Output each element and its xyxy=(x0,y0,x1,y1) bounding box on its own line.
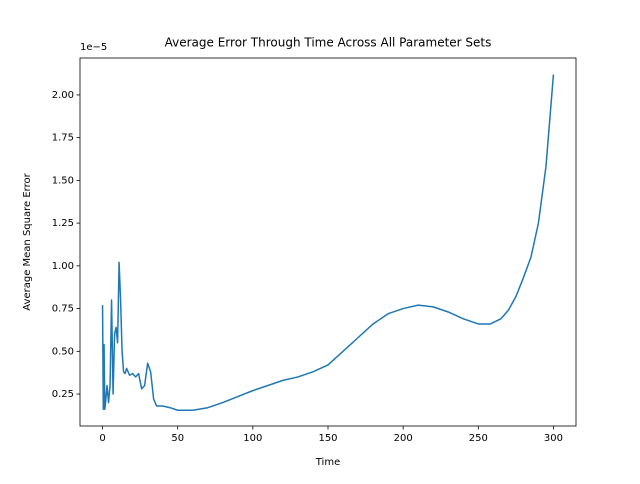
y-tick-label: 2.00 xyxy=(52,90,74,101)
y-tick-label: 1.50 xyxy=(52,175,74,186)
x-tick-label: 200 xyxy=(394,433,413,444)
x-tick-label: 0 xyxy=(99,433,105,444)
plot-frame xyxy=(79,57,577,427)
y-offset-label: 1e−5 xyxy=(80,42,107,53)
y-axis-label: Average Mean Square Error xyxy=(22,172,33,310)
y-tick-label: 0.50 xyxy=(52,346,74,357)
y-tick-label: 1.75 xyxy=(52,133,74,144)
chart-title: Average Error Through Time Across All Pa… xyxy=(165,36,492,50)
y-tick-label: 1.00 xyxy=(52,261,74,272)
y-tick-label: 0.25 xyxy=(52,389,74,400)
x-tick-label: 50 xyxy=(171,433,184,444)
x-axis-label: Time xyxy=(315,457,340,468)
x-tick-label: 150 xyxy=(318,433,337,444)
y-tick-label: 0.75 xyxy=(52,304,74,315)
y-tick-label: 1.25 xyxy=(52,218,74,229)
data-line xyxy=(101,74,555,412)
x-tick-label: 300 xyxy=(544,433,563,444)
x-tick-label: 100 xyxy=(243,433,262,444)
x-tick-label: 250 xyxy=(469,433,488,444)
